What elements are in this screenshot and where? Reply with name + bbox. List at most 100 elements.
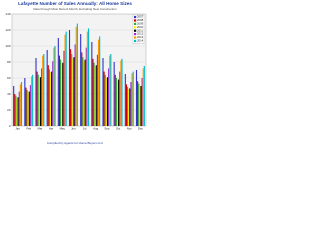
bar: [32, 74, 34, 126]
bar: [16, 98, 18, 126]
bar: [24, 78, 26, 126]
y-tick-label: 100: [5, 44, 10, 48]
bar: [37, 74, 39, 126]
bar: [121, 58, 123, 126]
x-tick-label: Nov: [127, 127, 133, 131]
bar: [104, 74, 106, 126]
x-tick-label: May: [60, 127, 66, 131]
bar: [120, 60, 122, 126]
bar: [36, 71, 38, 126]
bar: [115, 78, 117, 126]
bar: [48, 69, 50, 126]
bar: [53, 47, 55, 126]
bar: [82, 57, 84, 127]
bar: [13, 86, 15, 126]
bar: [46, 50, 48, 126]
x-tick-label: Jun: [71, 127, 76, 131]
bar: [15, 95, 17, 126]
y-tick-label: 0: [9, 124, 11, 128]
bar: [140, 86, 142, 126]
bar: [129, 88, 131, 126]
footer: Compiled by Agents for Home Buyers LLC: [47, 141, 104, 145]
bar: [94, 66, 96, 126]
legend-label: 2007: [137, 15, 144, 19]
legend-label: 2014: [137, 39, 144, 43]
bar: [96, 54, 98, 126]
bar: [60, 59, 62, 126]
bar: [83, 61, 85, 127]
bar: [26, 90, 28, 126]
bar: [57, 38, 59, 126]
bar: [130, 82, 132, 126]
chart: Lafayette Number of Sales Annually: All …: [0, 0, 150, 150]
bar: [106, 77, 109, 126]
bar: [116, 81, 119, 126]
bar: [18, 91, 20, 126]
bar: [119, 71, 121, 126]
bar: [65, 31, 67, 127]
bar: [51, 71, 53, 126]
bar: [20, 82, 23, 126]
bar: [58, 55, 61, 126]
bar: [109, 55, 111, 126]
bar: [93, 62, 95, 126]
x-tick-label: Jul: [83, 127, 87, 131]
bar: [17, 97, 19, 126]
bar: [39, 77, 42, 126]
bar: [127, 86, 129, 126]
bar: [76, 23, 78, 127]
x-tick-label: Sep: [104, 127, 109, 131]
bar: [74, 44, 76, 126]
bar: [137, 81, 139, 126]
bar: [91, 42, 93, 126]
y-tick-label: 20: [7, 108, 11, 112]
legend-swatch: [134, 29, 137, 32]
bar: [114, 74, 116, 126]
x-tick-label: Oct: [116, 127, 121, 131]
bar: [63, 50, 65, 126]
y-tick-label: 60: [7, 76, 11, 80]
bar: [14, 94, 16, 126]
bar: [142, 68, 144, 126]
legend-box: [132, 14, 145, 44]
y-tick-label: 120: [5, 28, 10, 32]
bar: [92, 58, 94, 126]
bar: [64, 34, 66, 126]
bar: [41, 68, 43, 126]
x-tick-label: Feb: [26, 127, 31, 131]
bar: [99, 36, 101, 126]
x-tick-label: Aug: [93, 127, 98, 131]
bar: [72, 58, 74, 126]
bar: [84, 59, 86, 126]
legend-swatch: [134, 33, 137, 36]
legend-label: 2010: [137, 25, 144, 29]
x-tick-label: Mar: [38, 127, 43, 131]
legend-swatch: [134, 26, 137, 29]
legend-swatch: [134, 19, 137, 22]
bar: [85, 47, 87, 126]
bar: [87, 28, 90, 126]
bar: [110, 54, 112, 126]
bar: [38, 78, 40, 126]
bar: [54, 46, 56, 126]
bar: [71, 54, 73, 126]
x-tick-label: Apr: [49, 127, 53, 131]
bar: [62, 62, 64, 126]
bar: [47, 65, 49, 126]
bar: [70, 49, 72, 127]
chart-subtitle: Data through Most Recent Month, Excludin…: [33, 7, 117, 11]
chart-title: Lafayette Number of Sales Annually: All …: [18, 1, 132, 6]
bar: [61, 64, 63, 126]
legend-label: 2011: [137, 28, 143, 32]
bar: [97, 39, 100, 126]
x-tick-label: Dec: [138, 127, 144, 131]
legend-label: 2008: [137, 18, 144, 22]
bar: [52, 61, 54, 127]
bar: [73, 57, 75, 127]
bar: [86, 31, 88, 127]
bar: [27, 92, 29, 126]
y-tick-label: 80: [7, 60, 11, 64]
legend-swatch: [134, 22, 137, 25]
bar: [102, 58, 104, 126]
bar: [30, 76, 33, 126]
